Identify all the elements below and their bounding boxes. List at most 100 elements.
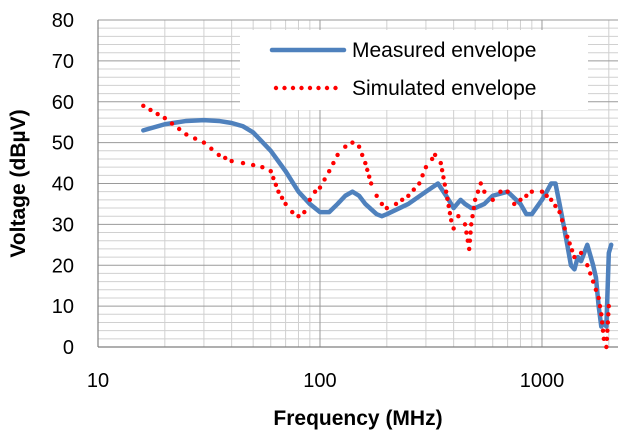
simulated-envelope-point [384,205,390,211]
simulated-envelope-dot [447,210,453,216]
simulated-envelope-point [548,197,554,203]
simulated-envelope-point [363,160,368,166]
simulated-envelope-point [449,218,454,223]
simulated-envelope-point [296,214,301,219]
simulated-envelope-point [438,160,443,166]
y-tick-label: 70 [52,51,74,73]
simulated-envelope-point [596,295,601,301]
y-tick-label: 30 [52,214,74,236]
simulated-envelope-dot [442,182,447,187]
simulated-envelope-dot [411,187,416,192]
simulated-envelope-point [518,197,523,203]
x-axis-title: Frequency (MHz) [273,407,442,430]
legend: Measured envelope Simulated envelope [240,30,588,110]
measured-envelope-line [141,117,614,329]
simulated-envelope-point [490,197,495,203]
y-tick-label: 80 [52,10,74,32]
simulated-envelope-point [201,140,207,145]
legend-swatch-simulated-dot [273,85,279,91]
simulated-envelope-point [317,185,323,190]
simulated-envelope-dot [176,126,182,132]
simulated-envelope-point [451,226,456,231]
simulated-envelope-point [466,246,472,252]
simulated-envelope-dot [209,146,214,151]
simulated-envelope-dot [367,174,372,179]
simulated-envelope-dot [169,121,175,126]
simulated-envelope-point [478,181,483,186]
simulated-envelope-dot [471,205,477,211]
simulated-envelope-point [512,201,517,207]
simulated-envelope-dot [559,218,565,223]
simulated-envelope-point [544,193,549,198]
simulated-envelope-point [456,214,461,219]
simulated-envelope-point [184,132,189,137]
tick-labels: 0 10 20 30 40 50 60 70 80 10 100 1000 [52,10,564,392]
simulated-envelope-point [505,189,510,194]
simulated-envelope-dot [331,160,336,166]
simulated-envelope-point [482,189,487,194]
axes [97,20,618,348]
simulated-envelope-dot [439,168,445,173]
simulated-envelope-point [326,169,332,174]
legend-swatch-simulated-dot [333,85,338,91]
y-tick-label: 50 [52,133,74,155]
simulated-envelope-point [141,103,146,109]
y-tick-label: 10 [52,296,74,318]
simulated-envelope-point [356,144,362,149]
simulated-envelope-point [572,254,577,260]
x-tick-label: 1000 [520,370,565,392]
simulated-envelope-point [312,189,318,194]
simulated-envelope-dot [155,111,160,117]
simulated-envelope-dot [605,320,611,325]
simulated-envelope-point [585,263,590,268]
simulated-envelope-dot [322,177,327,182]
simulated-envelope-point [393,201,399,207]
simulated-envelope-point [260,164,265,170]
simulated-envelope-point [250,162,256,168]
simulated-envelope-point [524,193,529,198]
simulated-envelope-dot [279,195,285,201]
simulated-envelope-point [162,115,168,121]
x-tick-label: 10 [87,370,109,392]
simulated-envelope-point [374,193,379,198]
simulated-envelope-point [432,152,438,158]
simulated-envelope-point [268,169,273,174]
legend-box [240,30,588,110]
simulated-envelope-dot [468,230,473,235]
simulated-envelope-dot [273,182,279,188]
simulated-envelope-dot [445,196,450,202]
simulated-envelope-point [529,189,535,194]
simulated-envelope-dot [567,241,572,246]
simulated-envelope-dot [597,303,603,309]
simulated-envelope-point [379,201,385,207]
simulated-envelope-point [423,164,429,170]
simulated-envelope-dot [599,320,605,325]
simulated-envelope-point [590,279,596,284]
simulated-envelope-point [335,152,340,158]
x-tick-label: 100 [303,370,336,392]
simulated-envelope-dot [192,136,198,141]
legend-swatch-simulated-dot [282,85,287,91]
y-tick-label: 40 [52,174,74,196]
simulated-envelope-dot [475,189,481,194]
simulated-envelope-dot [606,312,611,317]
legend-swatch-simulated-dot [307,85,313,91]
simulated-envelope-dot [271,175,276,181]
simulated-envelope-dot [446,203,451,209]
series-lines [141,103,614,350]
legend-label: Simulated envelope [352,77,536,100]
simulated-envelope-point [578,250,584,256]
simulated-envelope-dot [223,155,228,161]
legend-swatch-simulated-dot [290,85,296,91]
simulated-envelope-point [350,140,355,145]
simulated-envelope-dot [562,226,567,231]
y-tick-label: 60 [52,92,74,114]
simulated-envelope-point [539,189,545,194]
legend-swatch-simulated-dot [316,85,321,91]
simulated-envelope-point [557,209,562,215]
simulated-envelope-point [429,156,435,162]
simulated-envelope-point [406,193,411,198]
gridlines [97,19,618,348]
